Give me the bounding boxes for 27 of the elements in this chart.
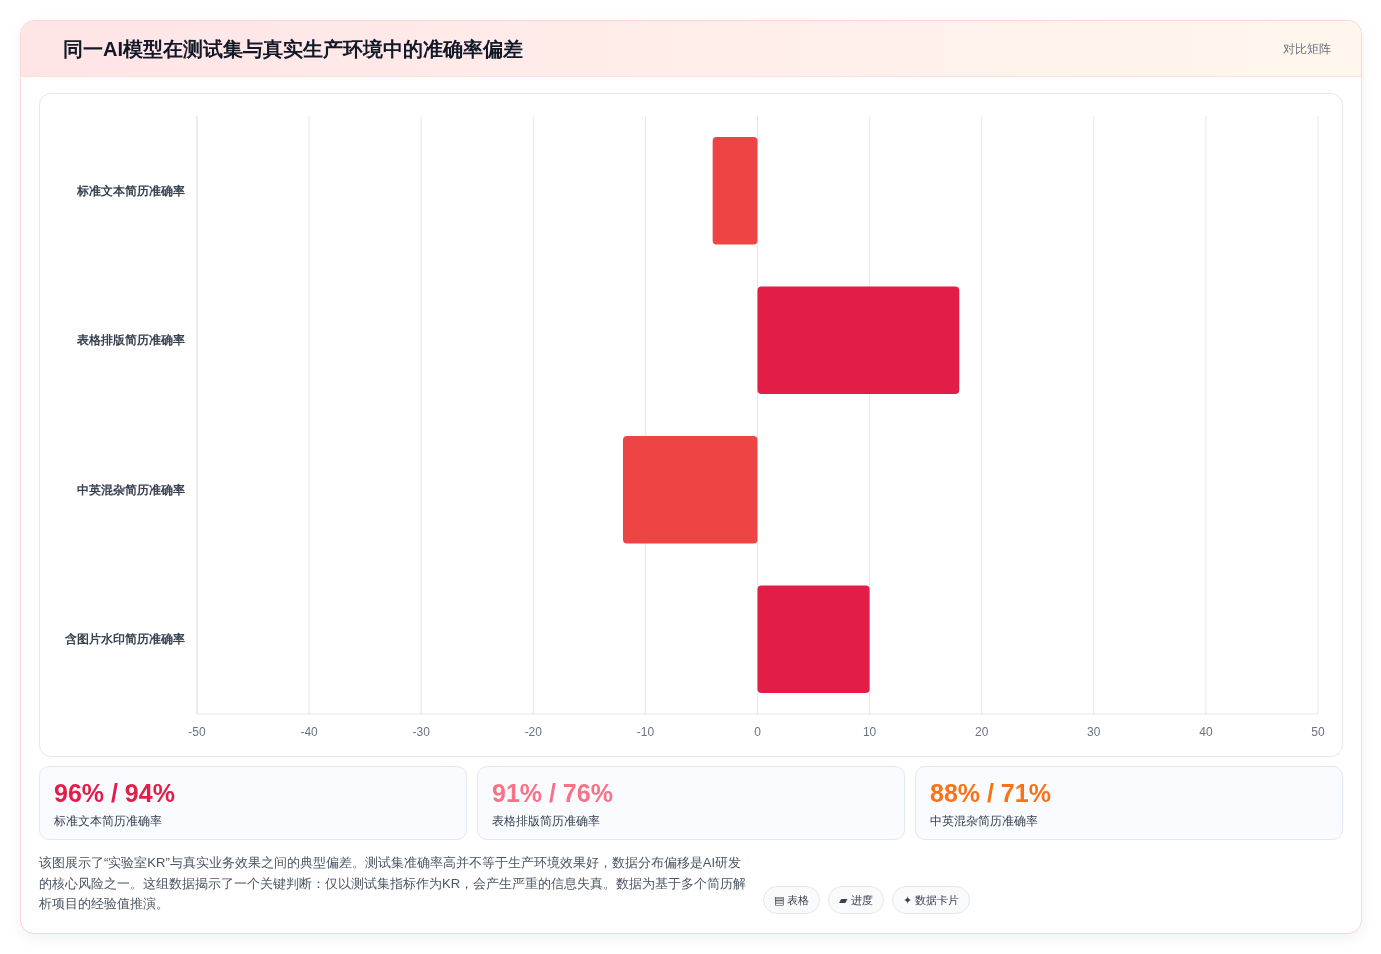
x-tick-label: 0 (754, 725, 762, 739)
y-tick-label: 含图片水印简历准确率 (64, 632, 185, 647)
x-tick-label: 10 (862, 725, 877, 739)
text: 该图展示了“实验室KR”与真实业务效果之间的典型偏差。测试集准确率高并不等于生产环境效果好，数据分布偏移是AI研发的核心风险之一。这组数据揭示了一个关键判断：仅以测试集指标作为KR，会产生严重的信息失真。数据为基于多个简历解析项目的经验值推演。 (39, 854, 748, 913)
x-tick-label: -50 (188, 725, 206, 739)
text: 标准文本简历准确率 (54, 813, 162, 830)
x-tick-label: -10 (636, 725, 655, 739)
text: ✦ 数据卡片 (892, 886, 971, 914)
text: ▤ 表格 (763, 886, 821, 914)
text: 88% / 71% (930, 779, 1051, 808)
text: 对比矩阵 (1283, 41, 1331, 58)
x-tick-label: -30 (412, 725, 431, 739)
x-tick-label: -20 (524, 725, 543, 739)
text: 表格排版简历准确率 (492, 813, 600, 830)
chart-title: 同一AI模型在测试集与真实生产环境中的准确率偏差 (63, 37, 523, 62)
text: 96% / 94% (54, 779, 175, 808)
x-tick-label: 50 (1311, 725, 1325, 739)
text: ▰ 进度 (828, 886, 884, 914)
x-tick-label: 40 (1199, 725, 1213, 739)
y-tick-label: 表格排版简历准确率 (76, 333, 185, 348)
x-tick-label: 30 (1087, 725, 1101, 739)
y-tick-label: 中英混杂简历准确率 (77, 482, 185, 497)
y-tick-label: 标准文本简历准确率 (76, 183, 185, 198)
text: 91% / 76% (492, 779, 613, 808)
x-tick-label: 20 (975, 725, 989, 739)
x-tick-label: -40 (300, 725, 319, 739)
text: 中英混杂简历准确率 (930, 813, 1038, 830)
